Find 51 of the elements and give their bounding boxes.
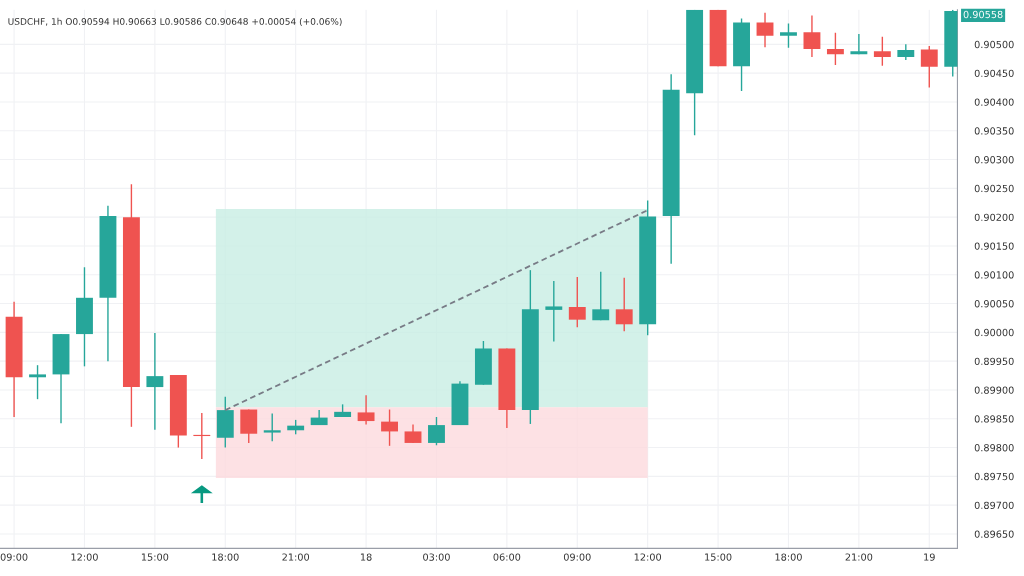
x-tick-label: 12:00 (71, 553, 98, 561)
y-tick-label: 0.90100 (974, 271, 1014, 279)
x-tick-label: 06:00 (493, 553, 521, 561)
x-tick-label: 09:00 (0, 553, 28, 561)
x-tick-label: 18 (360, 553, 372, 561)
y-tick-label: 0.90350 (974, 127, 1014, 135)
candlestick (756, 11, 774, 48)
x-tick-label: 21:00 (282, 553, 310, 561)
candlestick (381, 408, 398, 447)
x-tick-label: 15:00 (141, 553, 169, 561)
x-tick-label: 18:00 (775, 553, 802, 561)
candlestick (29, 364, 46, 400)
candlestick (780, 22, 797, 49)
candlestick (920, 45, 938, 89)
y-tick-label: 0.90450 (974, 69, 1014, 77)
y-tick-label: 0.90250 (974, 184, 1014, 193)
y-tick-label: 0.90200 (974, 213, 1014, 221)
candlestick (873, 36, 891, 67)
y-tick-label: 0.89700 (974, 501, 1014, 509)
y-tick-label: 0.89950 (974, 357, 1014, 365)
y-tick-label: 0.90050 (974, 300, 1014, 308)
y-tick-label: 0.89900 (974, 386, 1014, 394)
y-tick-label: 0.90300 (974, 156, 1014, 164)
y-tick-label: 0.89650 (974, 530, 1014, 538)
x-tick-label: 09:00 (563, 553, 591, 561)
x-tick-label: 21:00 (845, 553, 873, 561)
candlestick (545, 280, 563, 343)
candlestick (568, 276, 586, 328)
candlestick (357, 394, 375, 426)
x-tick-label: 12:00 (634, 553, 662, 561)
candlestick (592, 271, 610, 321)
x-tick-label: 18:00 (212, 553, 239, 561)
candlestick (826, 32, 844, 66)
candlestick (146, 332, 164, 431)
y-tick-label: 0.90500 (974, 40, 1014, 49)
candlestick (615, 276, 633, 332)
y-tick-label: 0.89800 (974, 444, 1014, 452)
candlestick (428, 416, 445, 446)
x-tick-label: 19 (924, 553, 935, 561)
y-tick-label: 0.90150 (974, 242, 1014, 250)
text: 0.90558 (963, 10, 1003, 19)
x-tick-label: 03:00 (423, 553, 450, 561)
text: USDCHF, 1h O0.90594 H0.90663 L0.90586 C0.90648 +0.00054 (+0.06%) (8, 17, 342, 26)
candlestick (404, 423, 422, 444)
candlestick (803, 14, 821, 58)
candlestick (263, 412, 281, 442)
y-tick-label: 0.89750 (974, 472, 1014, 481)
y-tick-label: 0.90400 (974, 98, 1014, 106)
y-tick-label: 0.89850 (974, 415, 1014, 423)
x-tick-label: 15:00 (705, 553, 732, 561)
y-tick-label: 0.90000 (974, 328, 1014, 337)
